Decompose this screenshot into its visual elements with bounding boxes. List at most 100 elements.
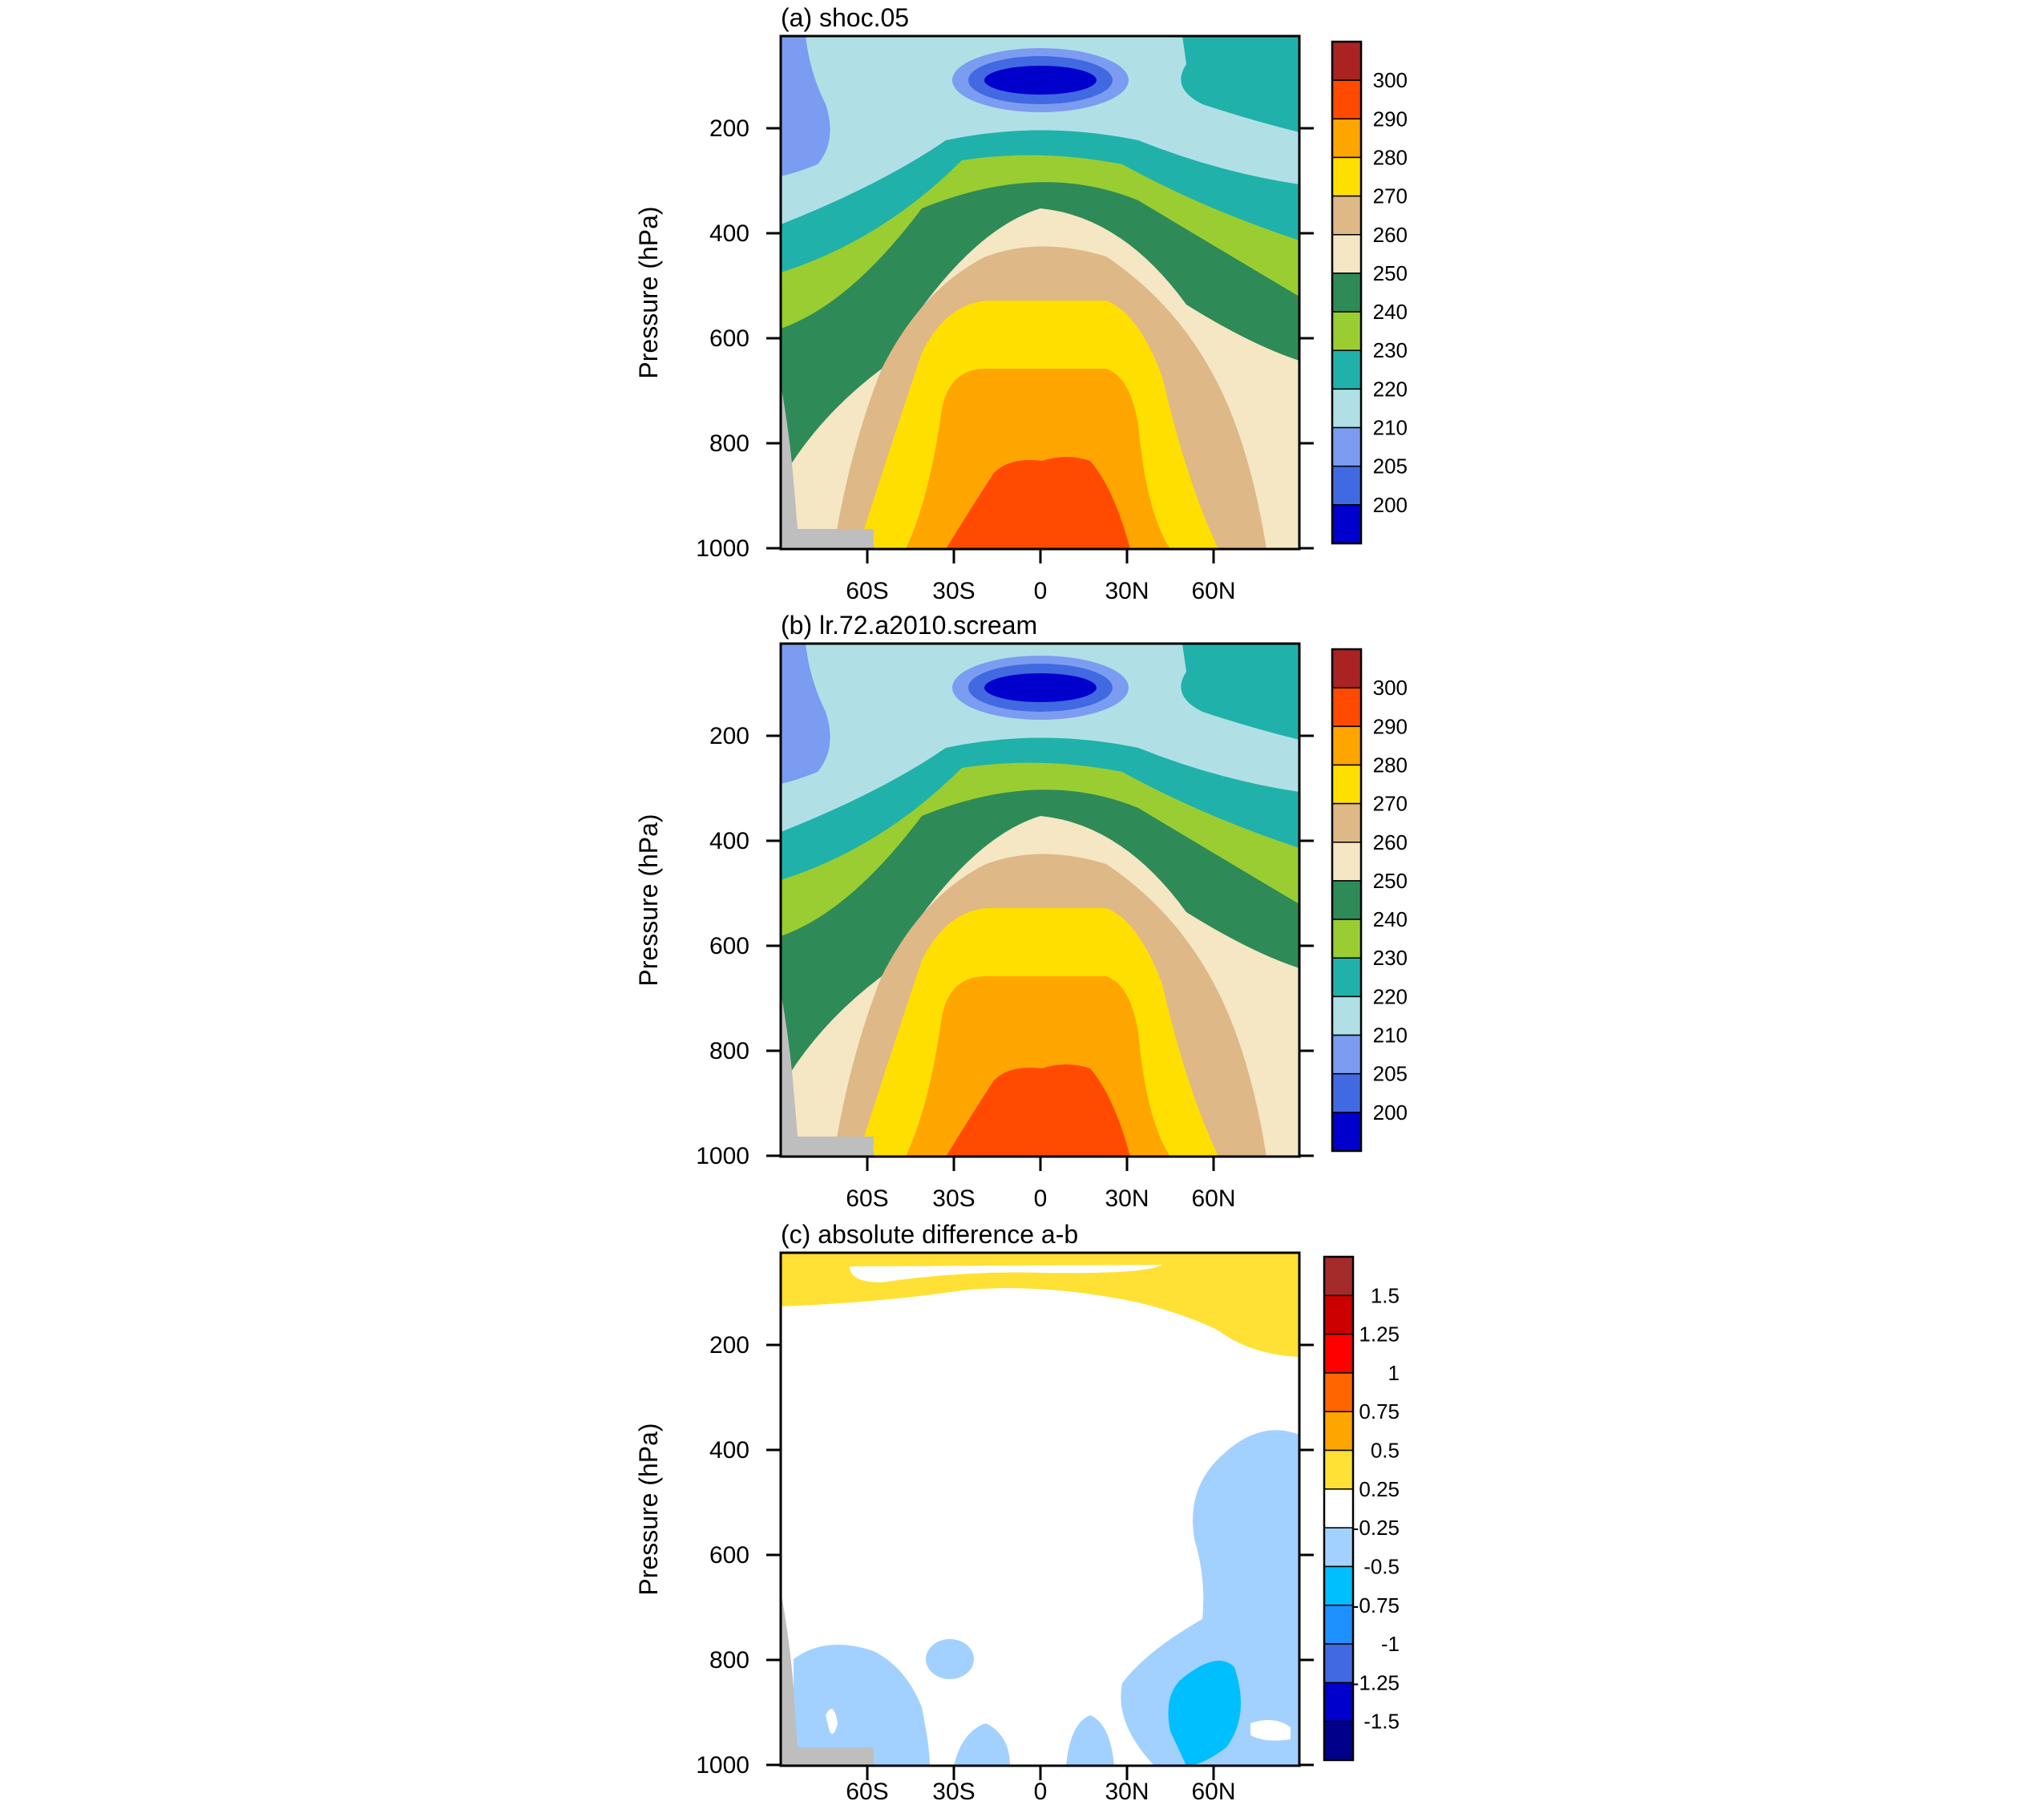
colorbar-frame — [1331, 40, 1363, 545]
colorbar-b: 300 290 280 270 260 250 240 230 220 210 205 200 — [1331, 648, 1408, 1153]
y-tick-label: 400 — [709, 828, 749, 854]
colorbar-swatch — [1331, 41, 1362, 81]
x-tick-label: 60N — [1191, 1185, 1235, 1212]
colorbar-swatch — [1331, 957, 1362, 998]
colorbar-swatch — [1331, 465, 1362, 506]
colorbar-label: 300 — [1373, 676, 1408, 700]
colorbar-label: 1 — [1388, 1361, 1400, 1385]
x-tick-label: 60S — [846, 1779, 888, 1805]
colorbar-swatch — [1331, 995, 1362, 1036]
x-tick-label: 30S — [932, 578, 975, 604]
panel-b: 200 400 600 800 1000 Pressure (hPa) 60S … — [634, 611, 1408, 1212]
colorbar-swatch — [1323, 1720, 1354, 1761]
colorbar-label: -1.5 — [1363, 1710, 1400, 1734]
colorbar-swatch — [1331, 311, 1362, 351]
colorbar-swatch — [1323, 1449, 1354, 1490]
y-tick-label: 200 — [709, 115, 749, 142]
colorbar-label: -1 — [1381, 1632, 1400, 1656]
y-tick-label: 400 — [709, 1437, 749, 1464]
colorbar-label: -1.25 — [1352, 1670, 1400, 1694]
y-tick-label: 1000 — [696, 1752, 749, 1779]
colorbar-label: 240 — [1373, 907, 1408, 931]
y-tick-label: 1000 — [696, 535, 749, 562]
colorbar-swatch — [1331, 725, 1362, 766]
panel-a: 200 400 600 800 1000 Pressure (hPa) 60S … — [634, 3, 1408, 604]
colorbar-swatch — [1323, 1294, 1354, 1335]
colorbar-label: 0.5 — [1371, 1439, 1400, 1463]
x-axis-c: 60S 30S 0 30N 60N — [846, 1766, 1236, 1805]
colorbar-label: 0.75 — [1359, 1399, 1400, 1423]
x-tick-label: 0 — [1034, 578, 1048, 604]
colorbar-swatch — [1331, 426, 1362, 467]
colorbar-label: 270 — [1373, 184, 1408, 208]
panel-title: (c) absolute difference a-b — [781, 1220, 1078, 1249]
colorbar-swatch — [1331, 349, 1362, 390]
y-tick-label: 800 — [709, 430, 749, 457]
y-axis-a: 200 400 600 800 1000 Pressure (hPa) — [634, 115, 1314, 562]
contour-field-c — [781, 1253, 1299, 1766]
y-tick-label: 600 — [709, 325, 749, 352]
x-tick-label: 0 — [1034, 1779, 1048, 1805]
colorbar-label: 280 — [1373, 145, 1408, 169]
panel-c: 200 400 600 800 1000 Pressure (hPa) 60S … — [634, 1220, 1400, 1805]
colorbar-swatch — [1323, 1682, 1354, 1722]
colorbar-swatch — [1331, 273, 1362, 313]
panel-title: (b) lr.72.a2010.scream — [781, 611, 1037, 640]
x-tick-label: 60S — [846, 578, 888, 604]
colorbar-swatch — [1331, 1112, 1362, 1152]
colorbar-swatch — [1331, 234, 1362, 274]
colorbar-swatch — [1331, 764, 1362, 805]
x-tick-label: 30S — [932, 1185, 975, 1212]
colorbar-label: 250 — [1373, 869, 1408, 893]
colorbar-swatch — [1331, 388, 1362, 429]
y-tick-label: 600 — [709, 1542, 749, 1569]
colorbar-swatch — [1331, 195, 1362, 236]
colorbar-label: 205 — [1373, 454, 1408, 479]
panel-title: (a) shoc.05 — [781, 3, 909, 32]
colorbar-swatch — [1331, 802, 1362, 843]
colorbar-swatch — [1323, 1488, 1354, 1528]
colorbar-label: -0.5 — [1363, 1554, 1400, 1578]
colorbar-label: 200 — [1373, 1100, 1408, 1125]
x-tick-label: 30N — [1105, 578, 1149, 604]
colorbar-a: 300 290 280 270 260 250 240 230 220 210 205 200 — [1331, 40, 1408, 545]
colorbar-label: 220 — [1373, 984, 1408, 1008]
colorbar-swatch — [1331, 79, 1362, 120]
x-tick-label: 60N — [1191, 578, 1235, 604]
colorbar-swatch — [1323, 1605, 1354, 1645]
y-tick-label: 800 — [709, 1647, 749, 1674]
colorbar-label: 210 — [1373, 416, 1408, 440]
contour-field-a — [781, 36, 1299, 549]
y-tick-label: 1000 — [696, 1143, 749, 1169]
colorbar-swatch — [1331, 919, 1362, 959]
colorbar-frame — [1323, 1255, 1355, 1762]
colorbar-label: 230 — [1373, 946, 1408, 970]
colorbar-label: 250 — [1373, 261, 1408, 285]
x-tick-label: 30N — [1105, 1185, 1149, 1212]
colorbar-swatch — [1331, 156, 1362, 197]
colorbar-swatch — [1331, 504, 1362, 544]
x-axis-a: 60S 30S 0 30N 60N — [846, 549, 1236, 604]
colorbar-label: 1.25 — [1359, 1322, 1400, 1347]
colorbar-label: 260 — [1373, 830, 1408, 854]
colorbar-label: 270 — [1373, 792, 1408, 816]
colorbar-swatch — [1331, 1034, 1362, 1075]
y-tick-label: 600 — [709, 933, 749, 959]
colorbar-label: 205 — [1373, 1062, 1408, 1086]
colorbar-label: 290 — [1373, 107, 1408, 131]
colorbar-label: 240 — [1373, 300, 1408, 324]
colorbar-label: 230 — [1373, 338, 1408, 362]
colorbar-swatch — [1331, 118, 1362, 159]
x-tick-label: 0 — [1034, 1185, 1048, 1212]
y-axis-label: Pressure (hPa) — [634, 1423, 663, 1595]
colorbar-c: 1.5 1.25 1 0.75 0.5 0.25 -0.25 -0.5 -0.75 -1 -1.25… — [1323, 1255, 1400, 1762]
colorbar-swatch — [1331, 687, 1362, 728]
colorbar-swatch — [1323, 1527, 1354, 1568]
colorbar-label: 300 — [1373, 68, 1408, 92]
colorbar-swatch — [1323, 1256, 1354, 1297]
y-tick-label: 200 — [709, 1332, 749, 1359]
y-axis-label: Pressure (hPa) — [634, 206, 663, 378]
y-tick-label: 800 — [709, 1038, 749, 1064]
colorbar-swatch — [1331, 1072, 1362, 1113]
y-tick-label: 200 — [709, 723, 749, 749]
